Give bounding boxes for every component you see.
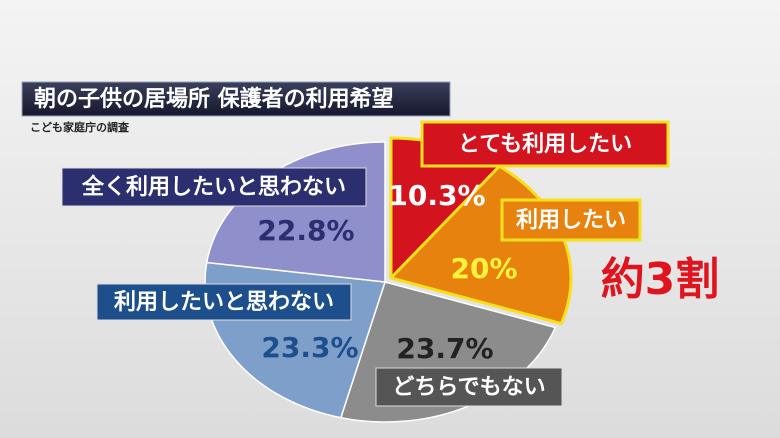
- slice-name: 全く利用したいと思わない: [81, 174, 346, 200]
- label-box: [500, 198, 642, 242]
- annotation: 約3割: [601, 254, 720, 305]
- value-label: 10.3%: [388, 179, 485, 212]
- value-label: 20%: [450, 252, 517, 285]
- slice-name: 利用したい: [516, 208, 626, 233]
- slice-name: どちらでもない: [392, 375, 545, 400]
- value-label: 23.3%: [261, 331, 358, 364]
- slice-name: 利用したいと思わない: [114, 290, 334, 315]
- title-box: [21, 81, 451, 117]
- chart-title: 朝の子供の居場所 保護者の利用希望: [34, 86, 394, 112]
- label-box: [96, 283, 352, 321]
- label-box: [375, 367, 563, 407]
- value-label: 22.8%: [257, 214, 354, 247]
- label-box: [420, 120, 670, 168]
- slice-name: とても利用したい: [458, 132, 632, 157]
- label-box: [61, 167, 367, 207]
- chart-subtitle: こども家庭庁の調査: [30, 120, 129, 134]
- labels: とても利用したい 10.3% 利用したい 20% どちらでもない 23.7% 利用したいと思…: [61, 120, 670, 407]
- value-label: 23.7%: [396, 332, 493, 365]
